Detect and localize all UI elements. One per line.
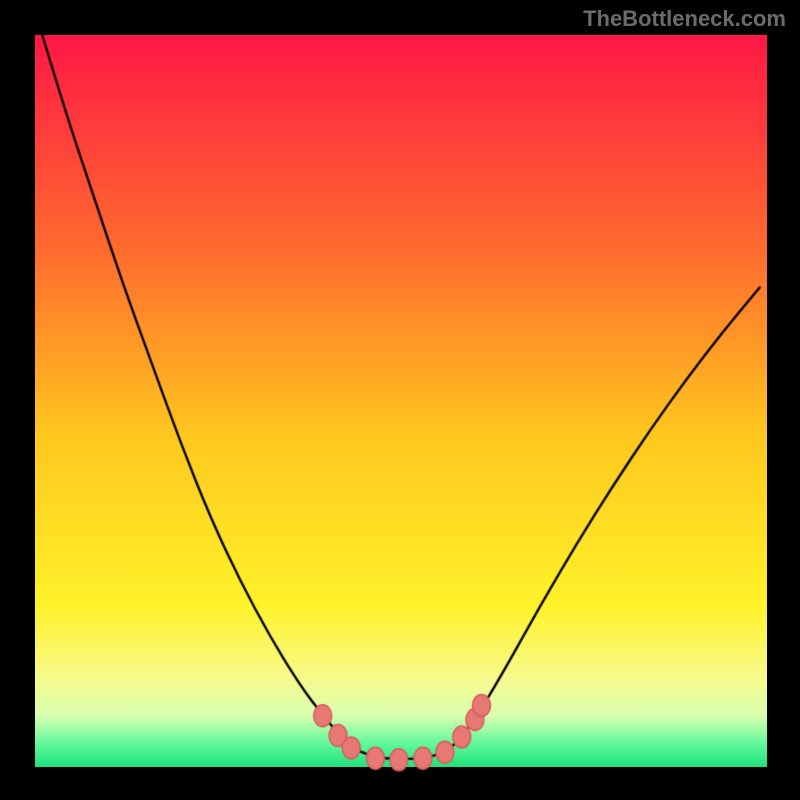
- watermark-text: TheBottleneck.com: [583, 6, 786, 32]
- chart-gradient-background: [35, 35, 767, 767]
- chart-stage: TheBottleneck.com: [0, 0, 800, 800]
